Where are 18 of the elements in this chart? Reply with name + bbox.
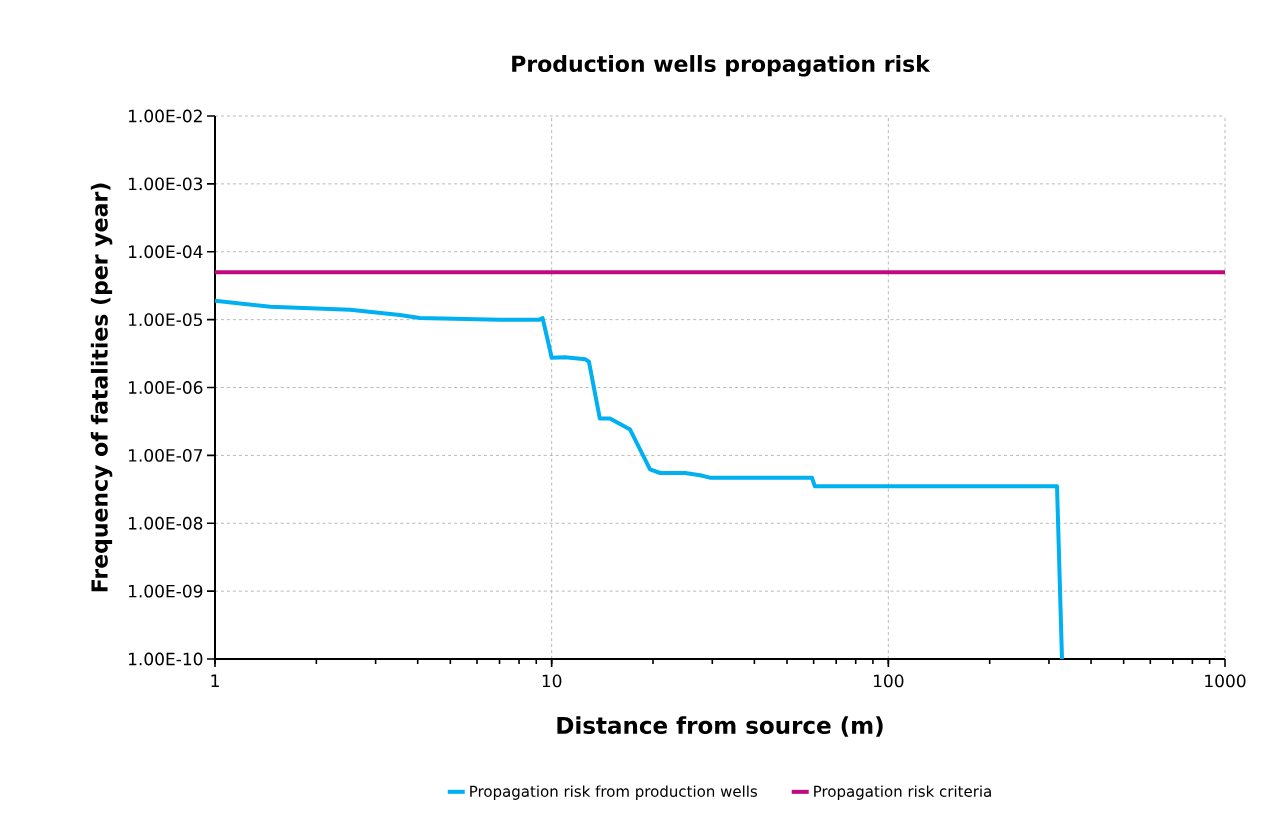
y-tick-label: 1.00E-04	[129, 245, 203, 259]
x-axis-title: Distance from source (m)	[557, 716, 883, 737]
x-tick-label: 1000	[1205, 674, 1246, 688]
y-tick-label: 1.00E-07	[129, 448, 203, 462]
y-tick-label: 1.00E-09	[129, 584, 203, 598]
chart-title: Production wells propagation risk	[512, 55, 931, 77]
y-axis-title: Frequency of fatalities (per year)	[90, 183, 113, 592]
y-tick-label: 1.00E-02	[129, 109, 202, 123]
x-tick-label: 100	[873, 674, 904, 688]
legend-label: Propagation risk criteria	[814, 785, 991, 800]
y-tick-label: 1.00E-05	[129, 313, 202, 327]
x-tick-label: 10	[542, 674, 562, 688]
y-tick-label: 1.00E-03	[129, 177, 203, 191]
legend-label: Propagation risk from production wells	[470, 785, 758, 800]
x-tick-label: 1	[211, 674, 219, 687]
y-tick-label: 1.00E-10	[129, 652, 203, 666]
y-tick-label: 1.00E-08	[129, 516, 203, 530]
y-tick-label: 1.00E-06	[129, 381, 203, 394]
